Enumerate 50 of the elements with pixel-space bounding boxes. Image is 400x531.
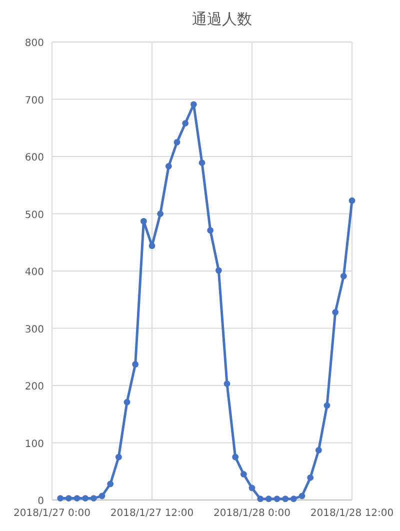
point [90,495,97,502]
chart-title: 通過人数 [192,10,252,28]
point [57,495,64,502]
x-tick-label: 2018/1/28 12:00 [310,508,394,519]
x-tick-label: 2018/1/27 12:00 [110,508,194,519]
point [340,272,347,280]
x-tick-label: 2018/1/28 0:00 [214,508,290,519]
point [274,496,280,502]
point [265,496,272,502]
y-tick-label: 100 [24,438,44,450]
point [307,474,314,481]
y-tick-label: 600 [24,152,44,164]
point [157,210,164,217]
y-tick-label: 500 [24,210,44,221]
y-tick-label: 700 [24,95,44,106]
point [240,471,247,478]
point [124,398,130,406]
point [257,496,264,502]
y-tick-label: 200 [24,382,44,392]
point [98,492,106,500]
point [74,495,80,502]
y-tick-label: 400 [24,267,44,278]
point [182,120,189,126]
point [315,446,322,454]
point [348,197,356,204]
point [332,309,339,316]
point [140,218,147,224]
point [165,163,172,170]
point [282,496,289,502]
point [232,454,239,460]
point [174,138,180,146]
point [207,227,214,234]
y-tick-label: 800 [24,38,44,49]
point [148,242,156,250]
point [65,495,72,502]
point [107,480,114,488]
point [115,454,122,460]
y-tick-label: 0 [38,496,44,507]
point [198,160,206,166]
point [324,402,330,409]
point [298,492,306,500]
point [248,484,256,492]
point [190,101,197,108]
point [290,496,297,502]
point [82,495,89,502]
x-tick-label: 2018/1/27 0:00 [14,508,90,519]
point [215,267,222,274]
y-tick-label: 300 [24,324,44,336]
point [224,380,230,387]
point [132,361,139,368]
